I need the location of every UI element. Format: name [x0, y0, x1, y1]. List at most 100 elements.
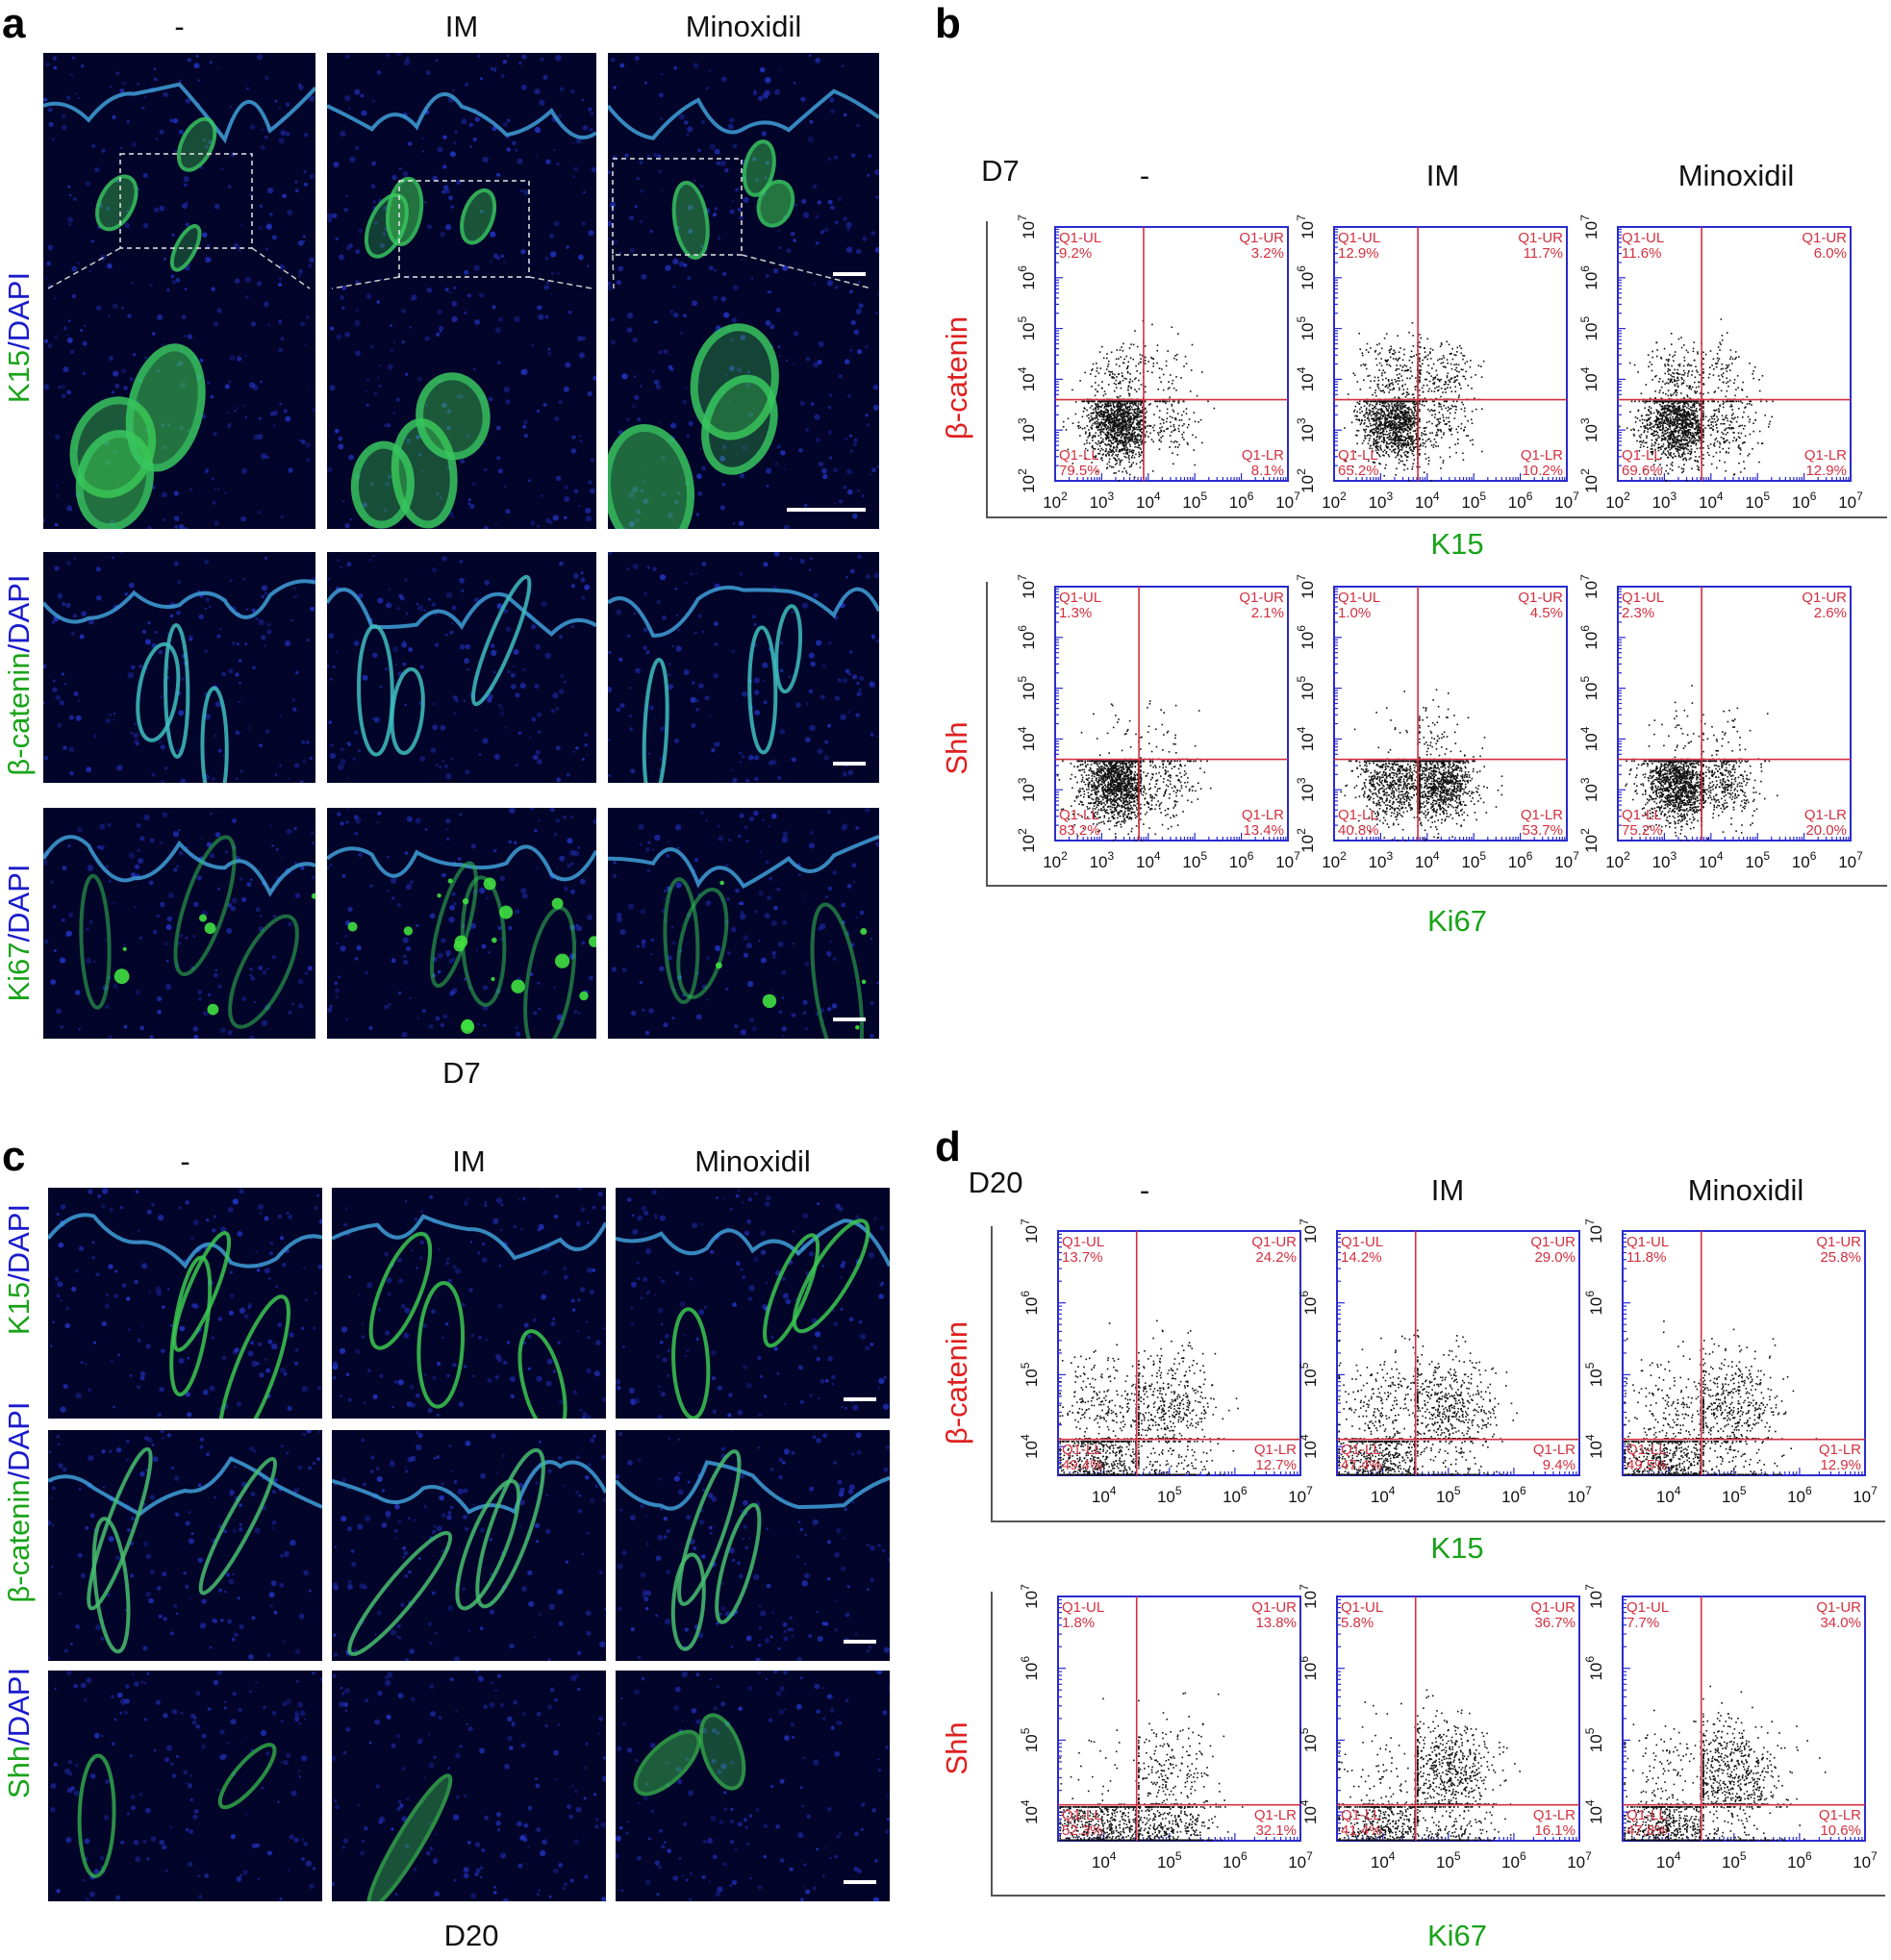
y-tick-label: 107 [1016, 214, 1038, 239]
x-tick-label: 106 [1229, 849, 1254, 871]
x-tick-label: 105 [1722, 1849, 1747, 1872]
plot-frame [1617, 226, 1852, 482]
quadrant-ul-value: 11.8% [1626, 1249, 1666, 1266]
x-tick-label: 104 [1092, 1849, 1117, 1872]
quadrant-ur-name: Q1-UR [1530, 1234, 1576, 1250]
quadrant-ur-name: Q1-UR [1816, 1234, 1861, 1250]
x-tick-label: 106 [1787, 1849, 1812, 1872]
x-tick-label: 104 [1699, 849, 1724, 871]
y-tick-label: 102 [1295, 828, 1317, 853]
y-tick-label: 106 [1578, 265, 1601, 290]
y-tick-label: 102 [1016, 828, 1038, 853]
quadrant-ur-value: 29.0% [1534, 1249, 1576, 1266]
y-tick-label: 104 [1295, 726, 1317, 751]
quadrant-ur-value: 4.5% [1530, 605, 1563, 621]
y-tick-label: 107 [1019, 1219, 1041, 1244]
quadrant-ll-name: Q1-LL [1338, 807, 1378, 823]
plot-frame [1622, 1230, 1866, 1476]
x-tick-label: 106 [1508, 490, 1533, 512]
quadrant-ul-value: 12.9% [1338, 245, 1379, 262]
y-tick-label: 105 [1578, 675, 1601, 700]
quadrant-ul-name: Q1-UL [1626, 1599, 1669, 1616]
y-tick-label: 103 [1016, 417, 1038, 442]
quadrant-lr-name: Q1-LR [1533, 1807, 1576, 1823]
y-tick-label: 104 [1016, 366, 1038, 391]
y-tick-label: 103 [1295, 417, 1317, 442]
quadrant-ul-name: Q1-UL [1622, 230, 1664, 246]
x-tick-label: 105 [1182, 490, 1207, 512]
panel-a-label: a [2, 0, 25, 48]
quadrant-ll-name: Q1-LL [1626, 1807, 1667, 1823]
panel-c-image-bcatenin-im [332, 1430, 606, 1661]
panel-d-flow-plot-top-minoxidil: Q1-UL 11.8% Q1-UR 25.8% Q1-LR 12.9% Q1-LL 49.5%… [1582, 1219, 1878, 1514]
quadrant-lr-value: 10.6% [1820, 1822, 1861, 1839]
y-tick-label: 104 [1295, 366, 1317, 391]
quadrant-ll-value: 75.2% [1622, 822, 1663, 839]
panel-b-label: b [935, 0, 961, 48]
x-tick-label: 106 [1792, 490, 1817, 512]
x-tick-label: 104 [1136, 490, 1161, 512]
scatter-points [1624, 1685, 1827, 1842]
panel-b-day-label: D7 [971, 154, 1029, 188]
panel-d-top-ylabel: β-catenin [940, 1301, 974, 1465]
quadrant-lr-name: Q1-LR [1242, 447, 1284, 464]
y-tick-label: 105 [1295, 315, 1317, 340]
quadrant-lr-value: 53.7% [1522, 822, 1563, 839]
panel-a-image-k15-zoom-im [327, 293, 596, 529]
panel-c-image-k15-minoxidil [616, 1188, 890, 1419]
quadrant-ll-value: 40.8% [1338, 822, 1379, 839]
plot-frame [1336, 1230, 1580, 1476]
panel-b-col-title-minoxidil: Minoxidil [1626, 159, 1847, 193]
y-tick-label: 106 [1016, 265, 1038, 290]
x-tick-label: 106 [1787, 1484, 1812, 1506]
quadrant-ll-value: 65.2% [1338, 463, 1379, 479]
x-tick-label: 105 [1436, 1849, 1461, 1872]
x-tick-label: 104 [1415, 490, 1440, 512]
panel-d-col-title-control: - [1058, 1173, 1231, 1208]
quadrant-ur-name: Q1-UR [1251, 1234, 1297, 1250]
y-tick-label: 103 [1578, 777, 1601, 802]
y-tick-label: 104 [1298, 1434, 1320, 1459]
x-tick-label: 105 [1436, 1484, 1461, 1506]
panel-a-image-k15-zoom-minoxidil [608, 293, 879, 529]
panel-d-label: d [935, 1123, 961, 1171]
x-tick-label: 106 [1223, 1484, 1248, 1506]
panel-a-image-bcatenin-control [43, 552, 315, 783]
quadrant-ul-value: 1.0% [1338, 605, 1371, 621]
quadrant-ll-value: 41.4% [1341, 1822, 1382, 1839]
x-tick-label: 104 [1136, 849, 1161, 871]
x-tick-label: 106 [1508, 849, 1533, 871]
quadrant-ll-value: 52.3% [1062, 1822, 1103, 1839]
panel-a-image-ki67-control [43, 808, 315, 1039]
x-tick-label: 105 [1182, 849, 1207, 871]
panel-b-flow-plot-bottom-minoxidil: Q1-UL 2.3% Q1-UR 2.6% Q1-LR 20.0% Q1-LL 75.2% 10… [1577, 574, 1863, 879]
quadrant-ll-value: 79.5% [1059, 463, 1100, 479]
y-tick-label: 107 [1016, 574, 1038, 599]
panel-a-row-label-k15: K15/DAPI [2, 164, 37, 511]
quadrant-ur-name: Q1-UR [1239, 230, 1284, 246]
y-tick-label: 105 [1019, 1362, 1041, 1387]
x-tick-label: 106 [1223, 1849, 1248, 1872]
quadrant-ul-name: Q1-UL [1062, 1599, 1104, 1616]
quadrant-ur-name: Q1-UR [1816, 1599, 1861, 1616]
y-tick-label: 102 [1295, 468, 1317, 493]
quadrant-lr-name: Q1-LR [1254, 1442, 1297, 1458]
y-tick-label: 106 [1019, 1656, 1041, 1681]
x-tick-label: 103 [1369, 849, 1394, 871]
panel-c-image-k15-control [48, 1188, 322, 1419]
y-tick-label: 107 [1298, 1584, 1320, 1609]
quadrant-ll-value: 47.8% [1626, 1822, 1668, 1839]
x-tick-label: 105 [1461, 849, 1486, 871]
panel-b-flow-plot-top-minoxidil: Q1-UL 11.6% Q1-UR 6.0% Q1-LR 12.9% Q1-LL 69.6% 1… [1577, 214, 1863, 519]
panel-c-col-title-minoxidil: Minoxidil [616, 1144, 890, 1179]
quadrant-ul-value: 1.8% [1062, 1615, 1095, 1631]
y-tick-label: 105 [1298, 1362, 1320, 1387]
y-tick-label: 107 [1295, 214, 1317, 239]
y-tick-label: 104 [1578, 726, 1601, 751]
quadrant-lr-name: Q1-LR [1533, 1442, 1576, 1458]
quadrant-ll-value: 47.4% [1341, 1457, 1382, 1473]
panel-b-top-frame [986, 221, 1887, 518]
y-tick-label: 103 [1578, 417, 1601, 442]
y-tick-label: 104 [1019, 1799, 1041, 1824]
quadrant-ll-name: Q1-LL [1341, 1807, 1381, 1823]
